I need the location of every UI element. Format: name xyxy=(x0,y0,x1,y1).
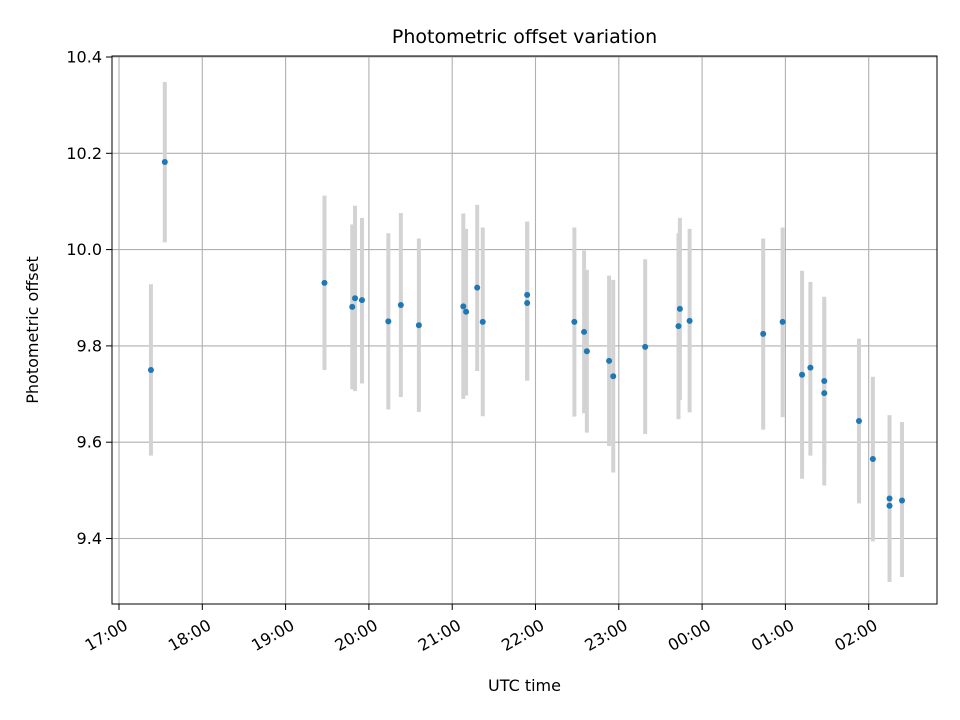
data-point xyxy=(385,318,392,325)
data-point xyxy=(675,323,682,330)
chart-title: Photometric offset variation xyxy=(392,26,657,48)
data-point xyxy=(524,300,531,307)
data-point xyxy=(676,305,683,312)
data-point xyxy=(352,295,359,302)
data-point xyxy=(321,279,328,286)
data-point xyxy=(760,330,767,337)
data-point xyxy=(606,357,613,364)
data-point xyxy=(397,301,404,308)
data-point xyxy=(886,502,893,509)
plot-frame xyxy=(111,55,938,605)
data-point xyxy=(460,303,467,310)
y-axis-ticks: 9.4 9.6 9.8 10.0 10.2 10.4 xyxy=(66,48,112,548)
y-tick-label: 10.2 xyxy=(66,144,102,163)
data-point xyxy=(571,318,578,325)
y-tick-label: 10.0 xyxy=(66,240,102,259)
y-axis-title: Photometric offset xyxy=(23,256,42,404)
data-point xyxy=(474,284,481,291)
data-point xyxy=(581,328,588,335)
data-point xyxy=(358,297,365,304)
data-point xyxy=(463,308,470,315)
data-point xyxy=(855,418,862,425)
data-point xyxy=(869,456,876,463)
y-tick-label: 10.4 xyxy=(66,48,102,67)
y-tick-label: 9.8 xyxy=(77,336,102,355)
data-point xyxy=(642,343,649,350)
data-points xyxy=(147,158,906,509)
data-point xyxy=(479,318,486,325)
data-point xyxy=(161,158,168,165)
data-point xyxy=(821,378,828,385)
data-point xyxy=(610,373,617,380)
data-point xyxy=(899,497,906,504)
data-point xyxy=(821,390,828,397)
data-point xyxy=(415,322,422,329)
data-point xyxy=(524,291,531,298)
x-axis-title: UTC time xyxy=(488,676,561,695)
data-point xyxy=(799,371,806,378)
data-point xyxy=(147,366,154,373)
grid xyxy=(112,56,937,604)
y-tick-label: 9.4 xyxy=(77,529,102,548)
data-point xyxy=(886,495,893,502)
data-point xyxy=(779,318,786,325)
data-point xyxy=(349,303,356,310)
data-point xyxy=(583,348,590,355)
y-tick-label: 9.6 xyxy=(77,433,102,452)
data-point xyxy=(807,364,814,371)
data-point xyxy=(686,317,693,324)
